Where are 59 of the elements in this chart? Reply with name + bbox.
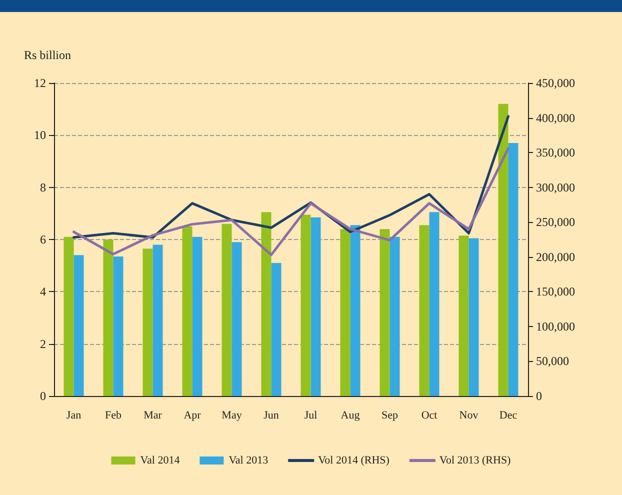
bar	[232, 242, 242, 396]
bar	[152, 244, 163, 396]
bar	[113, 256, 124, 396]
y2-tick-label: 350,000	[536, 146, 575, 160]
legend-label: Val 2014	[140, 454, 180, 466]
bar	[300, 214, 311, 396]
y-tick-label: 2	[40, 336, 46, 351]
x-tick-label: Jul	[304, 410, 318, 422]
y2-tick-label: 450,000	[536, 76, 575, 90]
y2-tick-label: 100,000	[536, 319, 575, 334]
x-tick-label: Sep	[382, 410, 398, 422]
legend-label: Val 2013	[228, 454, 269, 466]
bar	[458, 236, 469, 396]
bar	[74, 255, 84, 396]
y-tick-label: 12	[34, 76, 46, 90]
y2-tick-label: 150,000	[536, 284, 575, 299]
y-tick-label: 4	[40, 284, 46, 299]
line-series	[72, 147, 510, 256]
x-tick-label: Oct	[421, 410, 438, 422]
y2-tick-label: 0	[536, 389, 542, 403]
bar	[103, 240, 114, 396]
bar	[380, 229, 390, 396]
x-tick-label: May	[222, 410, 242, 422]
bar	[340, 229, 350, 396]
bar	[192, 236, 202, 396]
y2-tick-label: 300,000	[536, 180, 575, 194]
x-tick-label: Nov	[459, 410, 479, 422]
x-tick-label: Mar	[144, 410, 162, 422]
y2-tick-label: 200,000	[536, 250, 575, 264]
bar	[419, 225, 430, 396]
bar	[498, 104, 508, 396]
bar	[271, 262, 282, 396]
x-tick-label: Apr	[184, 410, 202, 422]
y2-tick-label: 250,000	[536, 215, 575, 230]
x-tick-label: Jan	[66, 410, 82, 422]
y2-tick-label: 50,000	[536, 354, 569, 368]
bar	[429, 212, 440, 396]
bar	[142, 248, 153, 396]
x-tick-label: Dec	[499, 410, 518, 422]
bar	[261, 212, 272, 396]
bar	[222, 224, 232, 396]
bar	[508, 142, 518, 396]
bar	[468, 238, 479, 396]
bar	[390, 236, 400, 396]
bar	[64, 236, 74, 396]
y-tick-label: 8	[40, 180, 46, 194]
y-tick-label: 10	[34, 128, 46, 142]
y-tick-label: 0	[40, 389, 46, 403]
legend-label: Vol 2014 (RHS)	[318, 454, 390, 466]
bar	[182, 226, 192, 396]
x-tick-label: Jun	[264, 410, 280, 422]
x-tick-label: Feb	[105, 410, 122, 422]
y2-tick-label: 400,000	[536, 110, 575, 125]
legend-label: Vol 2013 (RHS)	[439, 454, 512, 466]
y-tick-label: 6	[40, 232, 46, 246]
bar	[350, 225, 360, 396]
y-axis-title: Rs billion	[24, 48, 72, 62]
bar	[310, 217, 321, 396]
x-tick-label: Aug	[340, 410, 360, 422]
